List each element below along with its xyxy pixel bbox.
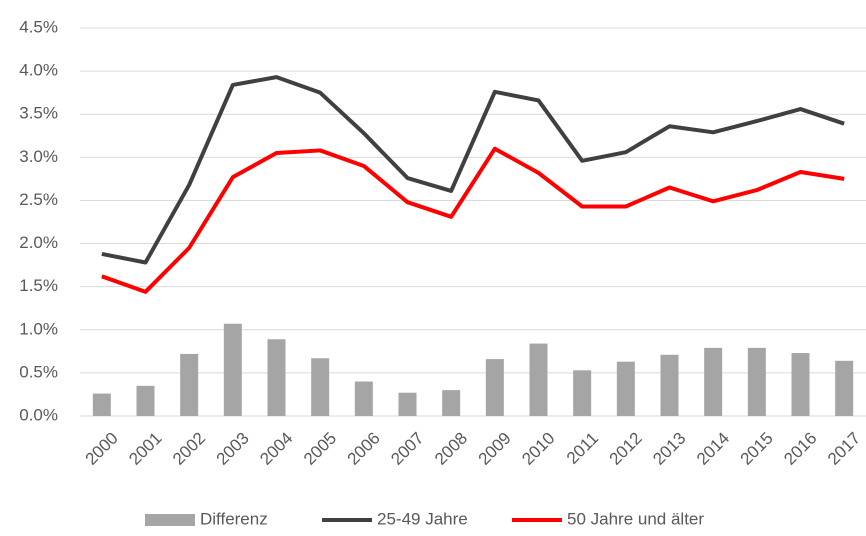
x-tick-label: 2011 bbox=[563, 429, 602, 468]
y-tick-label: 4.5% bbox=[19, 17, 58, 36]
bar bbox=[180, 353, 199, 416]
y-tick-label: 3.5% bbox=[19, 104, 58, 123]
bar bbox=[573, 370, 592, 416]
legend-label: Differenz bbox=[200, 509, 268, 528]
x-tick-label: 2000 bbox=[82, 429, 122, 469]
bar bbox=[485, 359, 504, 416]
bar bbox=[442, 390, 461, 416]
line bbox=[101, 75, 845, 265]
x-tick-label: 2009 bbox=[475, 429, 515, 469]
legend-label: 25-49 Jahre bbox=[377, 509, 468, 528]
bar bbox=[660, 354, 679, 416]
bar bbox=[223, 323, 242, 416]
bar bbox=[267, 339, 286, 416]
x-tick-label: 2017 bbox=[824, 429, 864, 469]
y-tick-label: 0.5% bbox=[19, 362, 58, 381]
legend-label: 50 Jahre und älter bbox=[567, 509, 704, 528]
x-tick-label: 2002 bbox=[169, 429, 209, 469]
x-tick-label: 2016 bbox=[780, 429, 820, 469]
y-tick-label: 1.0% bbox=[19, 319, 58, 338]
bar bbox=[311, 358, 330, 416]
bar bbox=[529, 343, 548, 416]
bar bbox=[616, 361, 635, 416]
x-tick-label: 2004 bbox=[256, 429, 296, 469]
legend-swatch bbox=[145, 514, 195, 526]
x-tick-label: 2007 bbox=[387, 429, 427, 469]
bar bbox=[354, 381, 373, 416]
x-tick-label: 2001 bbox=[125, 429, 165, 469]
bar bbox=[92, 393, 111, 416]
y-tick-label: 2.5% bbox=[19, 190, 58, 209]
y-tick-label: 3.0% bbox=[19, 147, 58, 166]
y-tick-label: 2.0% bbox=[19, 233, 58, 252]
bar bbox=[747, 347, 766, 416]
x-tick-label: 2005 bbox=[300, 429, 340, 469]
y-tick-label: 0.0% bbox=[19, 405, 58, 424]
x-tick-label: 2006 bbox=[344, 429, 384, 469]
bar bbox=[136, 385, 155, 416]
line bbox=[101, 146, 845, 294]
x-tick-label: 2012 bbox=[606, 429, 646, 469]
x-tick-label: 2014 bbox=[693, 429, 733, 469]
y-tick-label: 1.5% bbox=[19, 276, 58, 295]
x-tick-label: 2008 bbox=[431, 429, 471, 469]
bar bbox=[791, 353, 810, 416]
x-tick-label: 2015 bbox=[737, 429, 777, 469]
x-tick-label: 2013 bbox=[649, 429, 689, 469]
bar bbox=[398, 392, 417, 416]
x-tick-label: 2010 bbox=[518, 429, 558, 469]
bar bbox=[704, 347, 723, 416]
x-tick-label: 2003 bbox=[213, 429, 253, 469]
y-tick-label: 4.0% bbox=[19, 61, 58, 80]
bar bbox=[835, 360, 854, 416]
